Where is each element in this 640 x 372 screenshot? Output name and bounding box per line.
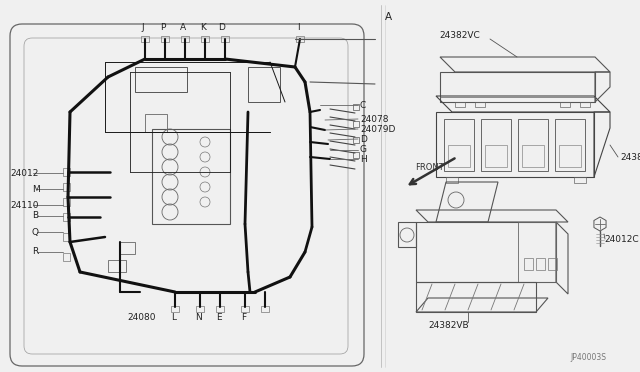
Text: D: D: [360, 135, 367, 144]
Text: M: M: [32, 185, 40, 193]
Bar: [152, 129, 230, 224]
Bar: [63, 213, 70, 221]
Text: B: B: [32, 212, 38, 221]
Bar: [161, 36, 169, 42]
Bar: [63, 198, 70, 206]
Bar: [248, 67, 280, 102]
Text: Q: Q: [32, 228, 39, 237]
Text: 24012: 24012: [10, 169, 38, 177]
Text: JP40003S: JP40003S: [570, 353, 606, 362]
Text: N: N: [196, 312, 202, 321]
Text: 24110: 24110: [10, 201, 38, 209]
Bar: [481, 119, 511, 171]
Text: K: K: [200, 22, 206, 32]
Text: J: J: [141, 22, 144, 32]
Bar: [536, 258, 545, 270]
Text: I: I: [297, 22, 300, 32]
Text: 24382VC: 24382VC: [440, 31, 481, 39]
Bar: [518, 119, 548, 171]
Bar: [135, 67, 187, 92]
Bar: [241, 306, 249, 312]
Bar: [63, 253, 70, 261]
Text: E: E: [216, 312, 222, 321]
Text: 24078: 24078: [360, 115, 388, 124]
Text: G: G: [360, 145, 367, 154]
Text: D: D: [219, 22, 225, 32]
Bar: [555, 119, 585, 171]
Bar: [485, 145, 507, 167]
Bar: [446, 177, 458, 183]
Bar: [455, 102, 465, 107]
Text: H: H: [360, 154, 367, 164]
Bar: [108, 260, 126, 272]
Text: 24012C: 24012C: [604, 235, 639, 244]
Text: C: C: [360, 100, 366, 109]
Text: 24383PB: 24383PB: [620, 153, 640, 161]
Bar: [261, 306, 269, 312]
Bar: [444, 119, 474, 171]
Bar: [548, 258, 557, 270]
Bar: [171, 306, 179, 312]
Bar: [353, 104, 359, 110]
Text: 24079D: 24079D: [360, 125, 396, 134]
Bar: [216, 306, 224, 312]
Bar: [63, 233, 70, 241]
Text: R: R: [32, 247, 38, 257]
Bar: [353, 152, 359, 158]
Bar: [522, 145, 544, 167]
Bar: [141, 36, 149, 42]
Bar: [560, 102, 570, 107]
Bar: [201, 36, 209, 42]
Bar: [353, 137, 359, 143]
Bar: [221, 36, 229, 42]
Bar: [63, 183, 70, 191]
Text: F: F: [241, 312, 246, 321]
Text: A: A: [180, 22, 186, 32]
Bar: [181, 36, 189, 42]
Bar: [196, 306, 204, 312]
Bar: [448, 145, 470, 167]
Text: A: A: [385, 12, 392, 22]
Text: P: P: [160, 22, 166, 32]
Text: 24080: 24080: [128, 312, 156, 321]
Text: L: L: [172, 312, 177, 321]
Bar: [574, 177, 586, 183]
Bar: [120, 242, 135, 254]
Text: FRONT: FRONT: [415, 163, 444, 171]
Text: 24382VB: 24382VB: [428, 321, 468, 330]
Bar: [524, 258, 533, 270]
Bar: [580, 102, 590, 107]
Bar: [63, 168, 70, 176]
Bar: [559, 145, 581, 167]
Bar: [296, 36, 304, 42]
Bar: [145, 114, 167, 132]
Bar: [353, 121, 359, 127]
Bar: [475, 102, 485, 107]
